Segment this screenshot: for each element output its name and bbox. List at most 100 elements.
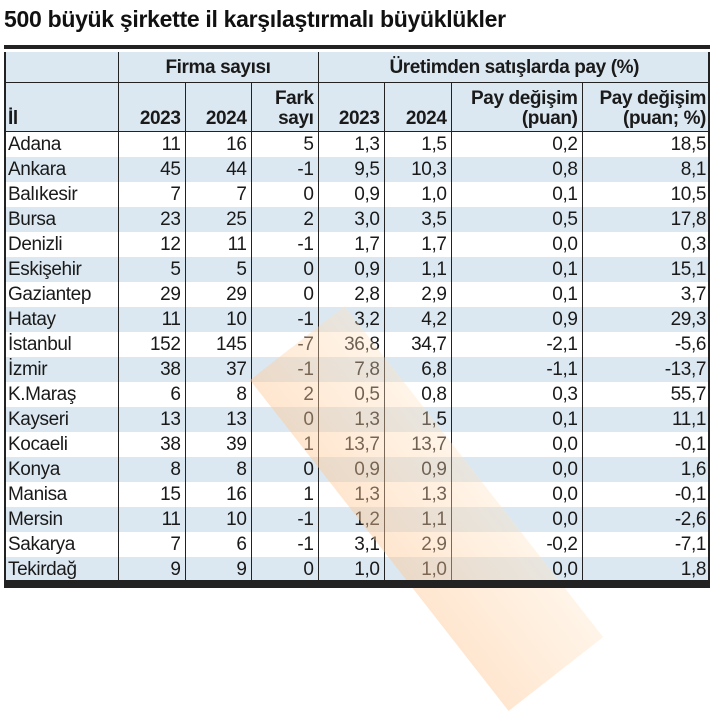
cell-pay-degisim-yuzde: 8,1 (581, 157, 710, 182)
cell-pay-degisim-yuzde: 11,1 (581, 407, 710, 432)
cell-city: Sakarya (8, 534, 75, 555)
cell-firma-2024: 11 (184, 232, 251, 257)
table-row: İstanbul 152 145 -7 36,8 34,7 -2,1 -5,6 (4, 332, 710, 357)
cell-firma-2023: 7 (117, 532, 185, 557)
column-header-pay-degisim-yuzde: Pay değişim (puan; %) (581, 82, 710, 132)
cell-fark: -1 (250, 307, 318, 332)
cell-city: İzmir (4, 357, 118, 382)
cell-pay-degisim-yuzde: -2,6 (581, 507, 710, 532)
table-row: Gaziantep 29 29 0 2,8 2,9 0,1 3,7 (4, 282, 710, 307)
cell-firma-2024: 7 (184, 182, 251, 207)
cell-pay-2023: 2,8 (317, 282, 384, 307)
cell-firma-2023: 8 (117, 457, 185, 482)
column-header-fark: Fark sayı (250, 82, 318, 132)
cell-pay-2024: 1,5 (383, 407, 451, 432)
column-header-pay-2024: 2024 (383, 82, 451, 132)
table-row: Balıkesir 7 7 0 0,9 1,0 0,1 10,5 (4, 182, 710, 207)
cell-pay-degisim-yuzde: 29,3 (581, 307, 710, 332)
cell-firma-2024: 6 (184, 532, 251, 557)
cell-fark: 2 (250, 382, 318, 407)
cell-pay-2024: 0,8 (383, 382, 451, 407)
cell-pay-degisim-puan: -0,2 (450, 532, 582, 557)
cell-pay-2024: 34,7 (383, 332, 451, 357)
title-rule (4, 45, 710, 49)
cell-pay-2023: 0,9 (317, 257, 384, 282)
cell-pay-2024: 1,0 (383, 557, 451, 582)
cell-pay-2023: 0,5 (317, 382, 384, 407)
cell-firma-2023: 152 (117, 332, 185, 357)
table-row: Bursa 23 25 2 3,0 3,5 0,5 17,8 (4, 207, 710, 232)
cell-fark: -1 (250, 532, 318, 557)
cell-firma-2023: 11 (117, 131, 185, 157)
cell-pay-degisim-puan: 0,3 (450, 382, 582, 407)
cell-pay-degisim-puan: 0,1 (450, 282, 582, 307)
cell-firma-2024: 25 (184, 207, 251, 232)
cell-pay-2023: 1,2 (317, 507, 384, 532)
cell-pay-degisim-puan: 0,1 (450, 182, 582, 207)
cell-fark: -1 (250, 357, 318, 382)
cell-firma-2024: 5 (184, 257, 251, 282)
cell-pay-degisim-yuzde: 18,5 (581, 131, 710, 157)
cell-fark: 0 (250, 257, 318, 282)
cell-fark: 2 (250, 207, 318, 232)
cell-firma-2023: 29 (117, 282, 185, 307)
cell-city: Ankara (4, 157, 118, 182)
cell-firma-2024: 13 (184, 407, 251, 432)
cell-fark: -1 (250, 507, 318, 532)
cell-firma-2023: 12 (117, 232, 185, 257)
cell-pay-degisim-puan: 0,1 (450, 407, 582, 432)
cell-firma-2024: 44 (184, 157, 251, 182)
cell-pay-2024: 6,8 (383, 357, 451, 382)
cell-pay-2023: 1,3 (317, 407, 384, 432)
cell-pay-degisim-yuzde: 15,1 (581, 257, 710, 282)
cell-pay-2024: 2,9 (383, 532, 451, 557)
comparison-table: Firma sayısı Üretimden satışlarda pay (%… (4, 52, 710, 582)
cell-firma-2023: 23 (117, 207, 185, 232)
table-row: Adana 11 16 5 1,3 1,5 0,2 18,5 (4, 131, 710, 157)
cell-firma-2023: 6 (117, 382, 185, 407)
table-row: K.Maraş 6 8 2 0,5 0,8 0,3 55,7 (4, 382, 710, 407)
group-header-uretim: Üretimden satışlarda pay (%) (317, 52, 710, 83)
table-row: Manisa 15 16 1 1,3 1,3 0,0 -0,1 (4, 482, 710, 507)
cell-fark: 1 (250, 432, 318, 457)
cell-pay-2023: 3,2 (317, 307, 384, 332)
cell-firma-2023: 11 (117, 507, 185, 532)
cell-pay-2024: 13,7 (383, 432, 451, 457)
cell-pay-degisim-puan: 0,0 (450, 507, 582, 532)
cell-pay-2024: 1,1 (383, 257, 451, 282)
cell-pay-degisim-yuzde: -13,7 (581, 357, 710, 382)
cell-firma-2024: 39 (184, 432, 251, 457)
cell-pay-2023: 3,0 (317, 207, 384, 232)
table-row: Kocaeli 38 39 1 13,7 13,7 0,0 -0,1 (4, 432, 710, 457)
cell-pay-2023: 1,3 (317, 482, 384, 507)
cell-pay-degisim-puan: 0,1 (450, 257, 582, 282)
cell-pay-degisim-yuzde: 3,7 (581, 282, 710, 307)
column-header-pay-2023: 2023 (317, 82, 384, 132)
cell-firma-2024: 10 (184, 507, 251, 532)
cell-firma-2023: 15 (117, 482, 185, 507)
cell-pay-2023: 1,7 (317, 232, 384, 257)
cell-city: Adana (8, 134, 61, 155)
column-header-firma-2023: 2023 (117, 82, 185, 132)
cell-pay-degisim-puan: 0,0 (450, 482, 582, 507)
cell-pay-degisim-yuzde: -0,1 (581, 432, 710, 457)
cell-city: İstanbul (8, 334, 72, 355)
cell-fark: -7 (250, 332, 318, 357)
column-header-il: İl (4, 82, 118, 132)
table-row: Ankara 45 44 -1 9,5 10,3 0,8 8,1 (4, 157, 710, 182)
cell-pay-degisim-puan: 0,5 (450, 207, 582, 232)
cell-pay-degisim-yuzde: 55,7 (581, 382, 710, 407)
cell-firma-2023: 7 (117, 182, 185, 207)
cell-pay-degisim-puan: 0,0 (450, 557, 582, 582)
cell-pay-degisim-yuzde: 1,6 (581, 457, 710, 482)
cell-fark: 0 (250, 282, 318, 307)
table-row: Kayseri 13 13 0 1,3 1,5 0,1 11,1 (4, 407, 710, 432)
cell-city: Denizli (8, 234, 63, 255)
cell-firma-2024: 29 (184, 282, 251, 307)
cell-fark: 0 (250, 557, 318, 582)
cell-city: Kocaeli (8, 434, 68, 455)
table-row: Mersin 11 10 -1 1,2 1,1 0,0 -2,6 (4, 507, 710, 532)
cell-firma-2024: 16 (184, 131, 251, 157)
cell-pay-2023: 0,9 (317, 182, 384, 207)
column-header-pay-degisim-puan: Pay değişim (puan) (450, 82, 582, 132)
